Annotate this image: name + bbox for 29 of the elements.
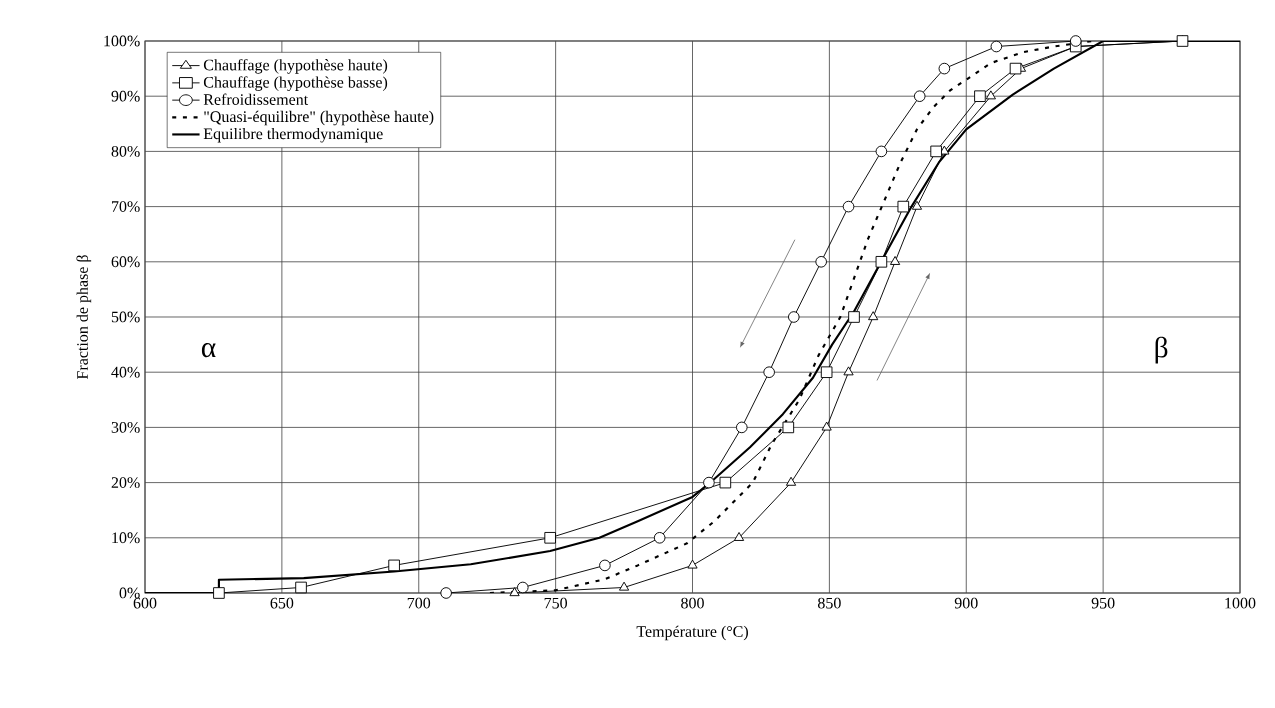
x-tick-label: 700: [407, 597, 431, 609]
x-tick-label: 650: [270, 597, 294, 609]
y-tick-label: 90%: [111, 90, 140, 102]
y-tick-label: 0%: [119, 587, 140, 599]
y-tick-label: 70%: [112, 201, 140, 213]
y-tick-label: 80%: [111, 145, 140, 157]
y-tick-label: 100%: [104, 35, 140, 47]
legend-label: "Quasi-équilibre" (hypothèse haute): [204, 110, 434, 126]
y-tick-label: 20%: [111, 477, 140, 489]
annotation: α: [201, 343, 216, 358]
y-tick-label: 10%: [112, 532, 140, 544]
x-tick-label: 600: [133, 597, 157, 609]
x-tick-label: 850: [817, 597, 841, 609]
y-tick-label: 30%: [111, 421, 140, 433]
legend-label: Refroidissement: [203, 93, 309, 105]
x-tick-label: 950: [1091, 597, 1115, 609]
annotation: β: [1155, 336, 1168, 364]
legend-label: Equilibre thermodynamique: [203, 127, 383, 143]
legend-label: Chauffage (hypothèse haute): [203, 58, 388, 74]
y-axis-title: Fraction de phase β: [76, 255, 92, 380]
x-tick-label: 1000: [1225, 597, 1256, 609]
x-tick-label: 750: [544, 597, 568, 609]
y-tick-label: 60%: [111, 256, 140, 268]
x-axis-title: Température (°C): [636, 625, 748, 641]
y-tick-label: 40%: [111, 366, 140, 378]
legend-label: Chauffage (hypothèse basse): [203, 76, 388, 91]
x-tick-label: 800: [681, 597, 704, 609]
x-tick-label: 900: [954, 597, 978, 609]
y-tick-label: 50%: [111, 311, 140, 323]
